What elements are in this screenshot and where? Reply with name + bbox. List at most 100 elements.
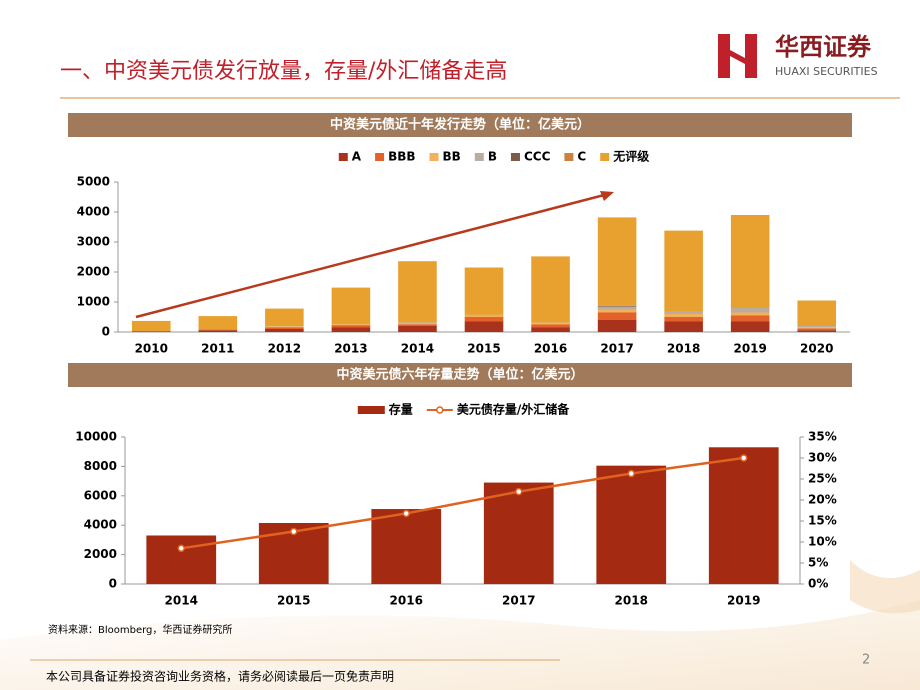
y-tick-label: 3000 [77, 235, 110, 249]
y2-tick-label: 5% [808, 556, 828, 570]
bar-segment [730, 315, 770, 322]
line-point [627, 469, 635, 478]
legend-label: A [352, 150, 362, 164]
y-tick-label: 0 [109, 577, 117, 591]
bar-segment [398, 322, 437, 323]
legend-swatch [600, 153, 610, 161]
y2-tick-label: 0% [808, 577, 828, 591]
legend-swatch [510, 153, 520, 161]
bar-segment [198, 330, 238, 332]
bar-segment [464, 317, 504, 322]
bar-segment [464, 267, 504, 315]
bar-segment [730, 215, 770, 308]
logo-mark [745, 34, 757, 78]
bar-segment [265, 329, 304, 332]
legend-swatch [429, 153, 439, 161]
bar-segment [331, 287, 371, 325]
legend-label: C [577, 150, 586, 164]
bar-segment [531, 322, 570, 324]
y-tick-label: 10000 [75, 430, 117, 444]
legend-label: BBB [388, 150, 415, 164]
trend-arrowhead [600, 191, 614, 201]
line-point [515, 487, 523, 496]
y-tick-label: 2000 [77, 265, 110, 279]
chart-title-bar [68, 113, 852, 137]
decor-wave [850, 560, 920, 614]
x-tick-label: 2017 [600, 342, 633, 356]
bar-segment [797, 300, 837, 326]
y-tick-label: 6000 [84, 488, 117, 502]
bar-segment [331, 325, 371, 328]
bar-segment [464, 315, 504, 317]
bar-segment [398, 324, 437, 326]
bar-segment [664, 230, 703, 311]
legend-label: CCC [524, 150, 551, 164]
bar-segment [730, 308, 770, 313]
bar [146, 535, 217, 584]
bar-segment [398, 261, 437, 323]
line-point [402, 509, 410, 518]
x-tick-label: 2019 [733, 342, 766, 356]
x-tick-label: 2015 [467, 342, 500, 356]
legend-swatch [338, 153, 348, 161]
bar-segment [198, 329, 238, 331]
x-tick-label: 2012 [268, 342, 301, 356]
bar-segment [265, 327, 304, 329]
bar-segment [597, 217, 637, 306]
bar [708, 447, 779, 584]
bar-segment [531, 323, 570, 325]
bar-segment [597, 305, 637, 307]
bar-segment [597, 312, 637, 320]
x-tick-label: 2017 [502, 594, 535, 608]
bar-segment [131, 331, 171, 332]
x-tick-label: 2020 [800, 342, 833, 356]
chart-title-bar [68, 363, 852, 387]
legend-label: BB [443, 150, 461, 164]
x-tick-label: 2016 [390, 594, 423, 608]
bar-segment [398, 326, 437, 332]
bar-segment [664, 314, 703, 317]
bar-segment [797, 326, 837, 328]
legend-label: 存量 [388, 402, 413, 417]
x-tick-label: 2018 [615, 594, 648, 608]
bar-segment [797, 328, 837, 331]
x-tick-label: 2019 [727, 594, 760, 608]
footer-text: 本公司具备证券投资咨询业务资格，请务必阅读最后一页免责声明 [46, 669, 394, 684]
decor-wave [0, 600, 920, 690]
legend-label: 无评级 [612, 149, 649, 164]
page-number: 2 [862, 653, 870, 668]
legend-swatch [474, 153, 484, 161]
y2-tick-label: 35% [808, 430, 837, 444]
x-tick-label: 2014 [165, 594, 198, 608]
bar-segment [198, 316, 238, 329]
legend-swatch [375, 153, 385, 161]
x-tick-label: 2013 [334, 342, 367, 356]
bar-segment [597, 309, 637, 313]
bar-segment [664, 321, 703, 332]
bar-segment [730, 321, 770, 332]
bar-segment [131, 320, 171, 332]
logo-cn: 华西证券 [775, 33, 872, 61]
bar-segment [265, 308, 304, 327]
bar [596, 465, 667, 584]
bar-segment [531, 327, 570, 332]
y-tick-label: 4000 [84, 518, 117, 532]
legend-swatch [436, 406, 444, 414]
x-tick-label: 2011 [201, 342, 234, 356]
legend-swatch [564, 153, 574, 161]
slide-title: 一、中资美元债发行放量，存量/外汇储备走高 [60, 59, 507, 84]
x-tick-label: 2014 [401, 342, 434, 356]
line-point [177, 544, 185, 553]
logo-mark [718, 34, 730, 78]
bar-segment [797, 327, 837, 329]
line-point [740, 454, 748, 462]
bar-segment [664, 317, 703, 322]
bar-segment [597, 306, 637, 310]
x-tick-label: 2016 [534, 342, 567, 356]
y2-tick-label: 30% [808, 451, 837, 465]
bar-segment [730, 312, 770, 316]
y-tick-label: 1000 [77, 295, 110, 309]
line-point [290, 527, 298, 536]
logo-mark [730, 50, 745, 64]
